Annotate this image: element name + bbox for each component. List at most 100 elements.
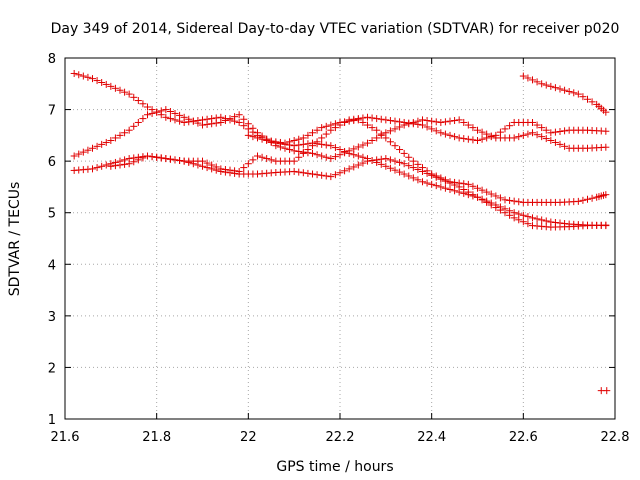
data-point-marker [464, 188, 472, 196]
data-point-marker [428, 180, 436, 188]
data-point-marker [428, 170, 436, 178]
data-point-marker [588, 98, 596, 106]
data-point-marker [98, 162, 106, 170]
data-point-marker [364, 113, 371, 121]
data-point-marker [574, 90, 582, 98]
data-point-marker [510, 197, 518, 205]
data-point-marker [561, 127, 569, 135]
data-point-marker [121, 129, 129, 137]
y-tick-label: 2 [48, 361, 56, 376]
data-point-marker [547, 137, 555, 145]
y-axis-label: SDTVAR / TECUs [7, 182, 23, 297]
y-tick-label: 7 [48, 104, 56, 119]
data-point-marker [148, 109, 156, 117]
data-point-marker [478, 128, 486, 136]
data-point-marker [386, 117, 394, 125]
data-point-marker [373, 134, 381, 142]
data-point-marker [584, 195, 591, 203]
data-point-marker [75, 150, 83, 158]
data-point-marker [515, 198, 523, 206]
data-point-marker [341, 167, 349, 175]
data-point-marker [515, 133, 523, 141]
data-point-marker [309, 129, 316, 137]
data-point-marker [556, 85, 564, 93]
data-point-marker [602, 221, 610, 229]
data-point-marker [258, 135, 266, 143]
data-point-marker [414, 120, 422, 128]
data-point-marker [267, 156, 275, 164]
data-point-marker [364, 139, 371, 147]
data-point-marker [382, 155, 390, 163]
data-point-marker [391, 166, 399, 174]
data-point-marker [455, 134, 463, 142]
data-point-marker [510, 214, 518, 222]
data-point-marker [501, 196, 509, 204]
data-point-marker [409, 120, 417, 128]
data-point-marker [79, 72, 87, 80]
data-point-marker [295, 168, 303, 176]
data-point-marker [368, 124, 376, 132]
y-tick-label: 1 [48, 413, 56, 428]
data-point-marker [487, 133, 495, 141]
data-point-marker [574, 197, 582, 205]
data-point-marker [524, 220, 532, 228]
data-point-marker [176, 111, 184, 119]
data-point-marker [98, 78, 106, 86]
data-point-marker [533, 131, 541, 139]
data-point-marker [405, 162, 413, 170]
data-point-marker [474, 193, 481, 201]
data-point-marker [519, 131, 527, 139]
data-point-marker [171, 116, 179, 124]
data-point-marker [432, 127, 440, 135]
data-point-marker [478, 135, 486, 143]
data-point-marker [396, 118, 404, 126]
series-track-e [244, 116, 610, 206]
data-point-marker [391, 125, 399, 133]
chart-title: Day 349 of 2014, Sidereal Day-to-day VTE… [51, 21, 620, 37]
data-point-marker [359, 141, 367, 149]
data-point-marker [354, 143, 362, 151]
data-point-marker [396, 168, 404, 176]
data-point-marker [419, 121, 426, 129]
data-point-marker [469, 136, 477, 144]
data-point-marker [240, 115, 248, 123]
data-point-marker [249, 124, 257, 132]
data-point-marker [309, 170, 316, 178]
data-point-marker [166, 155, 174, 163]
y-tick-label: 4 [48, 258, 56, 273]
data-point-marker [556, 127, 564, 135]
data-point-marker [290, 157, 298, 165]
data-point-marker [217, 118, 225, 126]
data-point-marker [203, 159, 211, 167]
data-point-marker [89, 144, 96, 152]
data-point-marker [107, 82, 115, 90]
series-track-a [70, 69, 610, 230]
data-point-marker [506, 122, 514, 130]
data-point-marker [391, 117, 399, 125]
data-point-marker [217, 165, 225, 173]
data-point-marker [194, 119, 202, 127]
data-point-marker [359, 159, 367, 167]
data-point-marker [368, 137, 376, 145]
data-point-marker [299, 134, 307, 142]
data-point-marker [437, 183, 445, 191]
data-point-marker [441, 118, 449, 126]
data-point-marker [414, 160, 422, 168]
data-point-marker [538, 216, 546, 224]
data-point-marker [244, 160, 252, 168]
data-point-marker [519, 72, 527, 80]
data-point-marker [322, 122, 330, 130]
data-point-marker [130, 93, 138, 101]
data-point-marker [139, 115, 147, 123]
data-point-marker [354, 161, 362, 169]
data-point-marker [382, 162, 390, 170]
data-point-marker [602, 143, 610, 151]
data-point-marker [267, 137, 275, 145]
data-point-marker [121, 88, 129, 96]
data-point-marker [400, 160, 408, 168]
data-point-marker [157, 154, 165, 162]
data-point-marker [244, 131, 252, 139]
data-point-marker [157, 107, 165, 115]
data-point-marker [386, 127, 394, 135]
data-point-marker [409, 174, 417, 182]
